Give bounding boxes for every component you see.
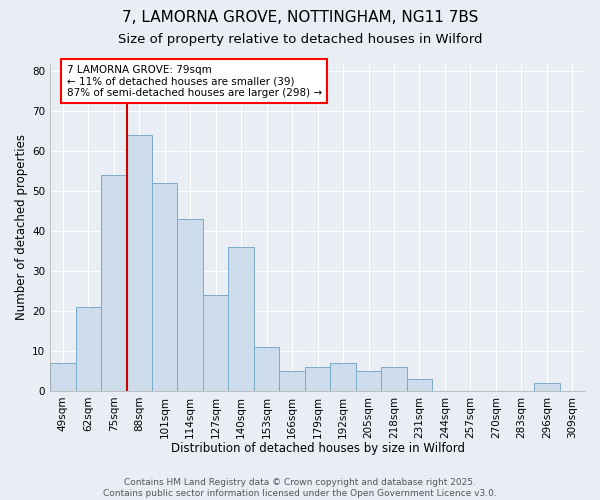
Bar: [381, 367, 407, 391]
Text: 7 LAMORNA GROVE: 79sqm
← 11% of detached houses are smaller (39)
87% of semi-det: 7 LAMORNA GROVE: 79sqm ← 11% of detached…: [67, 64, 322, 98]
Bar: [127, 134, 152, 391]
Bar: [229, 246, 254, 391]
X-axis label: Distribution of detached houses by size in Wilford: Distribution of detached houses by size …: [170, 442, 464, 455]
Bar: [331, 363, 356, 391]
Bar: [254, 347, 280, 391]
Bar: [152, 182, 178, 391]
Bar: [305, 367, 331, 391]
Text: Size of property relative to detached houses in Wilford: Size of property relative to detached ho…: [118, 32, 482, 46]
Bar: [356, 371, 381, 391]
Y-axis label: Number of detached properties: Number of detached properties: [15, 134, 28, 320]
Bar: [76, 307, 101, 391]
Bar: [203, 294, 229, 391]
Bar: [280, 371, 305, 391]
Bar: [101, 174, 127, 391]
Bar: [407, 379, 432, 391]
Bar: [534, 383, 560, 391]
Bar: [50, 363, 76, 391]
Text: 7, LAMORNA GROVE, NOTTINGHAM, NG11 7BS: 7, LAMORNA GROVE, NOTTINGHAM, NG11 7BS: [122, 10, 478, 25]
Bar: [178, 218, 203, 391]
Text: Contains HM Land Registry data © Crown copyright and database right 2025.
Contai: Contains HM Land Registry data © Crown c…: [103, 478, 497, 498]
